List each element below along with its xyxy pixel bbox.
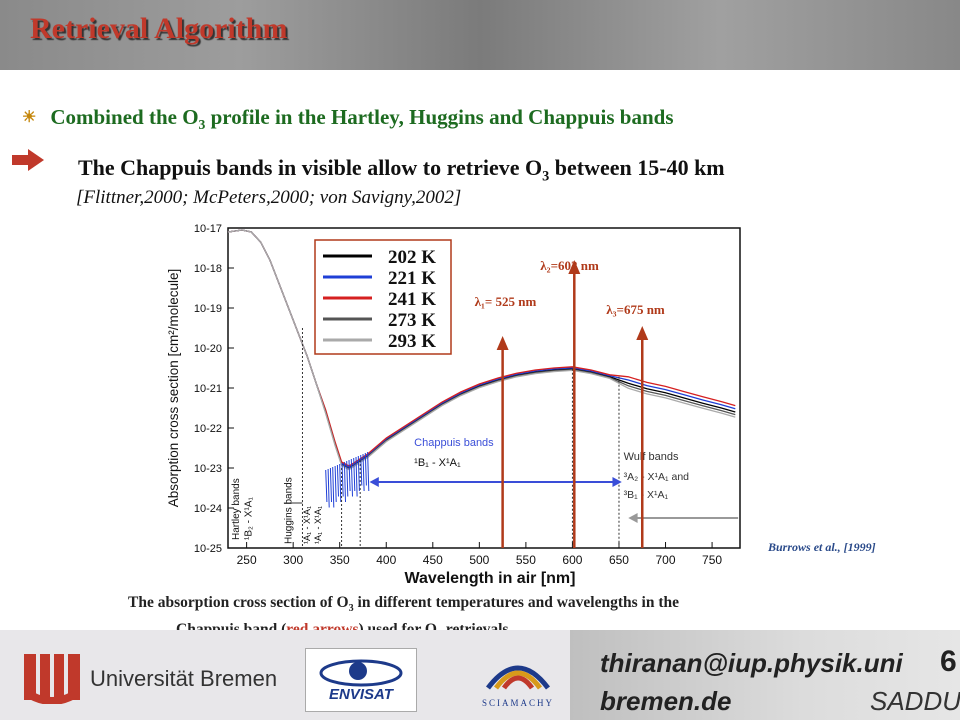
y-tick-label: 10-22 — [194, 423, 222, 435]
hartley-label: Hartley bands — [231, 478, 242, 540]
wulf-transition-2: ³B₁ - X¹A₁ — [624, 489, 669, 501]
chappuis-arrow-left-head — [369, 477, 379, 487]
arrow-bullet-icon — [12, 149, 44, 171]
x-tick-label: 300 — [283, 553, 303, 567]
saddu-label: SADDU — [870, 686, 960, 716]
university-bremen-logo — [24, 654, 80, 704]
chappuis-label: Chappuis bands — [414, 437, 494, 449]
chart-axes — [227, 227, 741, 549]
x-tick-label: 600 — [562, 553, 582, 567]
y-axis-label: Absorption cross section [cm²/molecule] — [166, 269, 181, 508]
legend-label: 273 K — [388, 310, 436, 331]
retrieval-arrows: λ₁= 525 nm λ₂=602 nm λ₃=675 nm — [475, 258, 665, 548]
y-ticks: 10-17 10-18 10-19 10-20 10-21 10-22 10-23 10-24… — [194, 223, 234, 555]
huggins-structure — [325, 451, 370, 508]
sciamachy-text: SCIAMACHY — [482, 698, 554, 708]
caption-p2: in different temperatures and wavelength… — [353, 594, 679, 611]
citation: Burrows et al., [1999] — [768, 540, 876, 554]
page-title: Retrieval Algorithm — [30, 12, 288, 45]
x-ticks: 250 300 350 400 450 500 550 600 650 700 750 — [237, 542, 722, 567]
x-tick-label: 750 — [702, 553, 722, 567]
bullet-1-text-pre: Combined the O — [50, 105, 199, 129]
sun-bullet-icon: ☀ — [22, 109, 37, 126]
x-tick-label: 250 — [237, 553, 257, 567]
retrieval-label-3: λ₃=675 nm — [606, 302, 665, 317]
legend-label: 221 K — [388, 268, 436, 289]
x-tick-label: 650 — [609, 553, 629, 567]
x-tick-label: 500 — [469, 553, 489, 567]
absorption-chart: 10-17 10-18 10-19 10-20 10-21 10-22 10-23 10-24… — [160, 218, 760, 590]
wulf-transition-1: ³A₂ - X¹A₁ and — [624, 471, 690, 483]
band-annotations: Hartley bands ¹B₂ - X¹A₁ Huggins bands ¹A₁ … — [231, 328, 739, 548]
bullet-2: The Chappuis bands in visible allow to r… — [78, 155, 725, 185]
retrieval-arrowhead-2 — [568, 260, 581, 274]
university-name: Universität Bremen — [90, 666, 278, 691]
x-tick-label: 450 — [423, 553, 443, 567]
chappuis-transition-label: ¹B₁ - X¹A₁ — [414, 457, 461, 469]
y-tick-label: 10-24 — [194, 503, 222, 515]
retrieval-label-1: λ₁= 525 nm — [475, 294, 537, 309]
x-tick-label: 350 — [330, 553, 350, 567]
y-tick-label: 10-20 — [194, 343, 222, 355]
plot-frame — [227, 227, 741, 549]
chart-svg: 10-17 10-18 10-19 10-20 10-21 10-22 10-23 10-24… — [166, 223, 741, 587]
bullet-2-text-post: between 15-40 km — [549, 155, 725, 180]
legend-label: 293 K — [388, 331, 436, 352]
legend-label: 202 K — [388, 247, 436, 268]
spectrum-curves — [227, 229, 736, 508]
references: [Flittner,2000; McPeters,2000; von Savig… — [76, 187, 462, 208]
y-tick-label: 10-19 — [194, 303, 222, 315]
page-number: 6 — [940, 645, 957, 678]
retrieval-arrowhead-1 — [496, 336, 509, 350]
caption-p1-sub: 3 — [348, 603, 354, 615]
retrieval-label-2: λ₂=602 nm — [540, 258, 599, 273]
email-line-1[interactable]: thiranan@iup.physik.uni — [600, 648, 903, 678]
wulf-arrow-head — [628, 513, 638, 523]
caption-p1: The absorption cross section of O — [128, 594, 349, 611]
y-tick-label: 10-18 — [194, 263, 222, 275]
legend-label: 241 K — [388, 289, 436, 310]
y-tick-label: 10-25 — [194, 543, 222, 555]
bullet-2-sub: 3 — [542, 168, 550, 185]
bullet-2-text-pre: The Chappuis bands in visible allow to r… — [78, 155, 543, 180]
bullet-1-text-post: profile in the Hartley, Huggins and Chap… — [205, 105, 674, 129]
y-tick-label: 10-21 — [194, 383, 222, 395]
x-tick-label: 400 — [376, 553, 396, 567]
y-tick-label: 10-23 — [194, 463, 222, 475]
x-tick-label: 550 — [516, 553, 536, 567]
sciamachy-logo: SCIAMACHY — [482, 665, 554, 708]
spectrum-line-293k — [227, 229, 736, 471]
envisat-logo: ENVISAT — [305, 648, 417, 712]
retrieval-arrowhead-3 — [636, 326, 649, 340]
wulf-label: Wulf bands — [624, 451, 679, 463]
hartley-transition-label: ¹B₂ - X¹A₁ — [243, 497, 254, 540]
y-tick-label: 10-17 — [194, 223, 222, 235]
bullet-1-sub: 3 — [198, 117, 206, 133]
huggins-transition-2: ¹A₁ - X¹A₁ — [313, 506, 323, 544]
huggins-transition-1: ¹A₁ - X¹A₁ — [302, 506, 312, 544]
huggins-label: Huggins bands — [283, 477, 294, 544]
envisat-text: ENVISAT — [329, 686, 395, 703]
footer-right-panel — [570, 630, 960, 720]
x-axis-label: Wavelength in air [nm] — [405, 570, 576, 587]
email-line-2[interactable]: bremen.de — [600, 686, 732, 716]
bullet-1: ☀ Combined the O3 profile in the Hartley,… — [22, 105, 674, 133]
chappuis-arrow-right-head — [612, 477, 622, 487]
x-tick-label: 700 — [656, 553, 676, 567]
header-bar — [0, 0, 960, 70]
